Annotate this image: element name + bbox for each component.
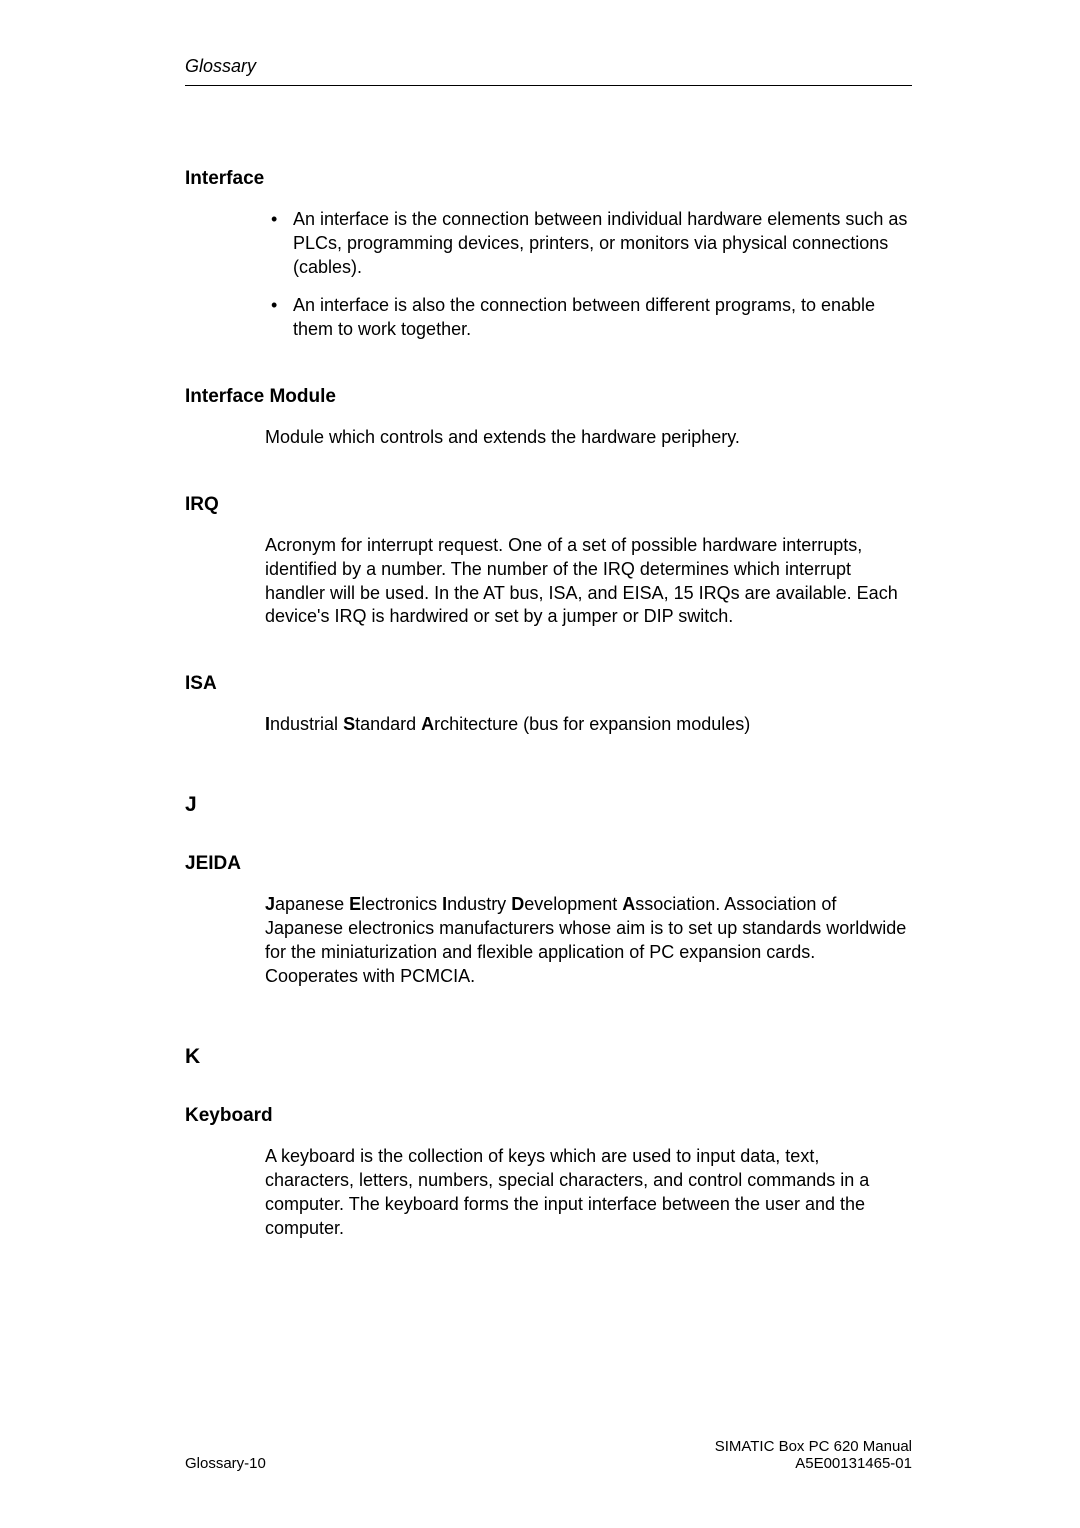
jeida-text-i: ndustry [447,894,511,914]
entry-interface: Interface An interface is the connection… [185,168,912,342]
interface-bullets: An interface is the connection between i… [265,208,912,342]
letter-heading-j: J [185,793,912,817]
page-header: Glossary [185,56,912,86]
jeida-text-e: lectronics [361,894,442,914]
isa-text-s: tandard [355,714,421,734]
body-interface-module: Module which controls and extends the ha… [265,426,912,450]
term-isa: ISA [185,673,912,695]
isa-text-i: ndustrial [270,714,343,734]
interface-bullet-1: An interface is the connection between i… [265,208,912,280]
letter-heading-k: K [185,1045,912,1069]
entry-keyboard: Keyboard A keyboard is the collection of… [185,1105,912,1241]
jeida-bold-j: J [265,894,275,914]
body-jeida: Japanese Electronics Industry Developmen… [265,893,912,989]
term-interface-module: Interface Module [185,386,912,408]
footer-doc-info: SIMATIC Box PC 620 Manual A5E00131465-01 [715,1438,912,1472]
entry-interface-module: Interface Module Module which controls a… [185,386,912,450]
body-keyboard: A keyboard is the collection of keys whi… [265,1145,912,1241]
entry-jeida: JEIDA Japanese Electronics Industry Deve… [185,853,912,989]
jeida-bold-d: D [511,894,524,914]
term-interface: Interface [185,168,912,190]
body-irq: Acronym for interrupt request. One of a … [265,534,912,630]
body-isa: Industrial Standard Architecture (bus fo… [265,713,912,737]
term-jeida: JEIDA [185,853,912,875]
jeida-bold-e: E [349,894,361,914]
body-interface: An interface is the connection between i… [265,208,912,342]
term-irq: IRQ [185,494,912,516]
footer-page-number: Glossary-10 [185,1455,266,1472]
jeida-bold-a: A [622,894,635,914]
jeida-text-j: apanese [275,894,349,914]
interface-bullet-2: An interface is also the connection betw… [265,294,912,342]
isa-bold-a: A [421,714,434,734]
term-keyboard: Keyboard [185,1105,912,1127]
isa-bold-s: S [343,714,355,734]
jeida-text-d: evelopment [524,894,622,914]
footer-doc-title: SIMATIC Box PC 620 Manual [715,1438,912,1455]
isa-text-a: rchitecture (bus for expansion modules) [434,714,750,734]
entry-isa: ISA Industrial Standard Architecture (bu… [185,673,912,737]
page-content: Glossary Interface An interface is the c… [0,0,1080,1241]
running-head: Glossary [185,56,912,77]
entry-irq: IRQ Acronym for interrupt request. One o… [185,494,912,630]
footer-doc-code: A5E00131465-01 [715,1455,912,1472]
